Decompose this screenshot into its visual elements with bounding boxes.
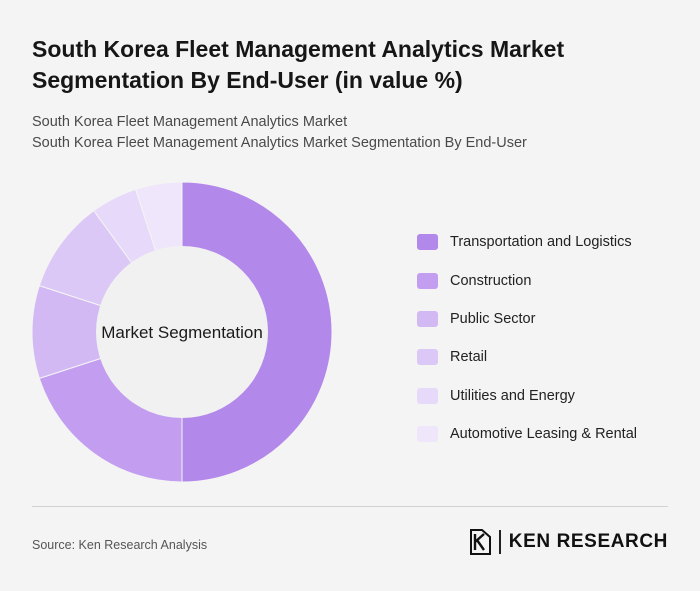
legend-swatch xyxy=(417,234,438,251)
legend-label: Public Sector xyxy=(450,310,536,327)
footer-divider xyxy=(32,506,668,507)
legend-item: Public Sector xyxy=(417,300,687,338)
chart-legend: Transportation and Logistics Construction… xyxy=(417,223,687,453)
legend-swatch xyxy=(417,310,438,327)
legend-item: Transportation and Logistics xyxy=(417,223,687,261)
legend-label: Utilities and Energy xyxy=(450,387,575,404)
legend-label: Construction xyxy=(450,272,532,289)
legend-label: Automotive Leasing & Rental xyxy=(450,426,637,443)
logo-separator xyxy=(498,530,501,554)
donut-chart: Market Segmentation xyxy=(31,181,333,483)
logo-text: KEN RESEARCH xyxy=(508,531,668,552)
donut-center-label: Market Segmentation xyxy=(101,323,263,342)
chart-title: South Korea Fleet Management Analytics M… xyxy=(32,36,565,93)
ken-research-logo: KEN RESEARCH xyxy=(469,529,668,555)
subtitle-line-2: South Korea Fleet Management Analytics M… xyxy=(32,135,527,151)
legend-swatch xyxy=(417,387,438,404)
legend-label: Retail xyxy=(450,349,488,366)
chart-subtitle: South Korea Fleet Management Analytics M… xyxy=(32,112,672,154)
legend-item: Construction xyxy=(417,261,687,299)
subtitle-line-1: South Korea Fleet Management Analytics M… xyxy=(32,114,348,130)
legend-swatch xyxy=(417,426,438,443)
legend-item: Automotive Leasing & Rental xyxy=(417,415,687,453)
legend-item: Utilities and Energy xyxy=(417,377,687,415)
donut-hole xyxy=(96,246,268,418)
logo-mark-icon xyxy=(469,529,491,555)
legend-swatch xyxy=(417,272,438,289)
legend-label: Transportation and Logistics xyxy=(450,234,632,251)
legend-swatch xyxy=(417,349,438,366)
legend-item: Retail xyxy=(417,338,687,376)
source-note: Source: Ken Research Analysis xyxy=(32,538,208,552)
